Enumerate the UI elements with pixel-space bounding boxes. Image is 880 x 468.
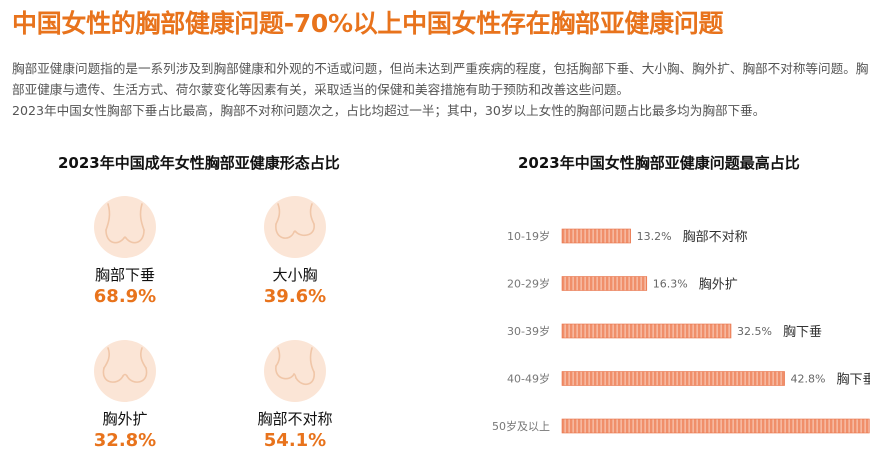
value-label: 16.3% [653, 278, 688, 291]
shape-item-uneven: 胸部不对称 54.1% [230, 340, 360, 460]
bar-chart: 10-19岁 13.2% 胸部不对称 20-29岁 16.3% 胸外扩 30-39岁 32.5… [492, 228, 870, 434]
shape-item-size: 大小胸 39.6% [230, 196, 360, 316]
shape-value: 54.1% [263, 430, 327, 451]
bar [561, 228, 631, 244]
page-title: 中国女性的胸部健康问题-70%以上中国女性存在胸部亚健康问题 [12, 9, 724, 38]
left-chart-title: 2023年中国成年女性胸部亚健康形态占比 [58, 154, 340, 172]
value-label: 42.8% [791, 373, 826, 386]
shape-label: 胸部不对称 [257, 410, 333, 428]
breast-outward-icon [94, 340, 156, 402]
value-label: 32.5% [737, 325, 772, 338]
shape-value: 32.8% [93, 430, 157, 451]
problem-label: 胸下垂 [783, 325, 822, 340]
breast-uneven-icon [264, 340, 326, 402]
problem-label: 胸下垂 [837, 373, 870, 388]
breast-asymmetric-size-icon [264, 196, 326, 258]
right-chart-title: 2023年中国女性胸部亚健康问题最高占比 [518, 154, 800, 172]
shape-label: 胸部下垂 [94, 266, 155, 284]
category-label: 30-39岁 [507, 324, 550, 338]
bar [561, 323, 732, 339]
value-label: 13.2% [637, 230, 672, 243]
bar [561, 276, 648, 291]
category-label: 10-19岁 [507, 229, 550, 243]
shape-value: 68.9% [93, 286, 157, 307]
category-label: 50岁及以上 [492, 419, 550, 433]
description-line-2: 2023年中国女性胸部下垂占比最高，胸部不对称问题次之，占比均超过一半；其中，3… [12, 103, 766, 118]
category-label: 40-49岁 [507, 372, 550, 386]
shape-label: 大小胸 [272, 266, 318, 284]
breast-sagging-icon [94, 196, 156, 258]
shape-item-sagging: 胸部下垂 68.9% [60, 196, 190, 316]
bar [561, 371, 785, 386]
description-line-1: 胸部亚健康问题指的是一系列涉及到胸部健康和外观的不适或问题，但尚未达到严重疾病的… [12, 61, 869, 97]
description: 胸部亚健康问题指的是一系列涉及到胸部健康和外观的不适或问题，但尚未达到严重疾病的… [12, 58, 872, 121]
problem-label: 胸外扩 [699, 278, 738, 293]
shape-value: 39.6% [263, 286, 327, 307]
bar [561, 418, 870, 434]
category-label: 20-29岁 [507, 277, 550, 291]
problem-label: 胸部不对称 [683, 230, 748, 245]
shape-label: 胸外扩 [102, 410, 148, 428]
shape-item-outward: 胸外扩 32.8% [60, 340, 190, 460]
